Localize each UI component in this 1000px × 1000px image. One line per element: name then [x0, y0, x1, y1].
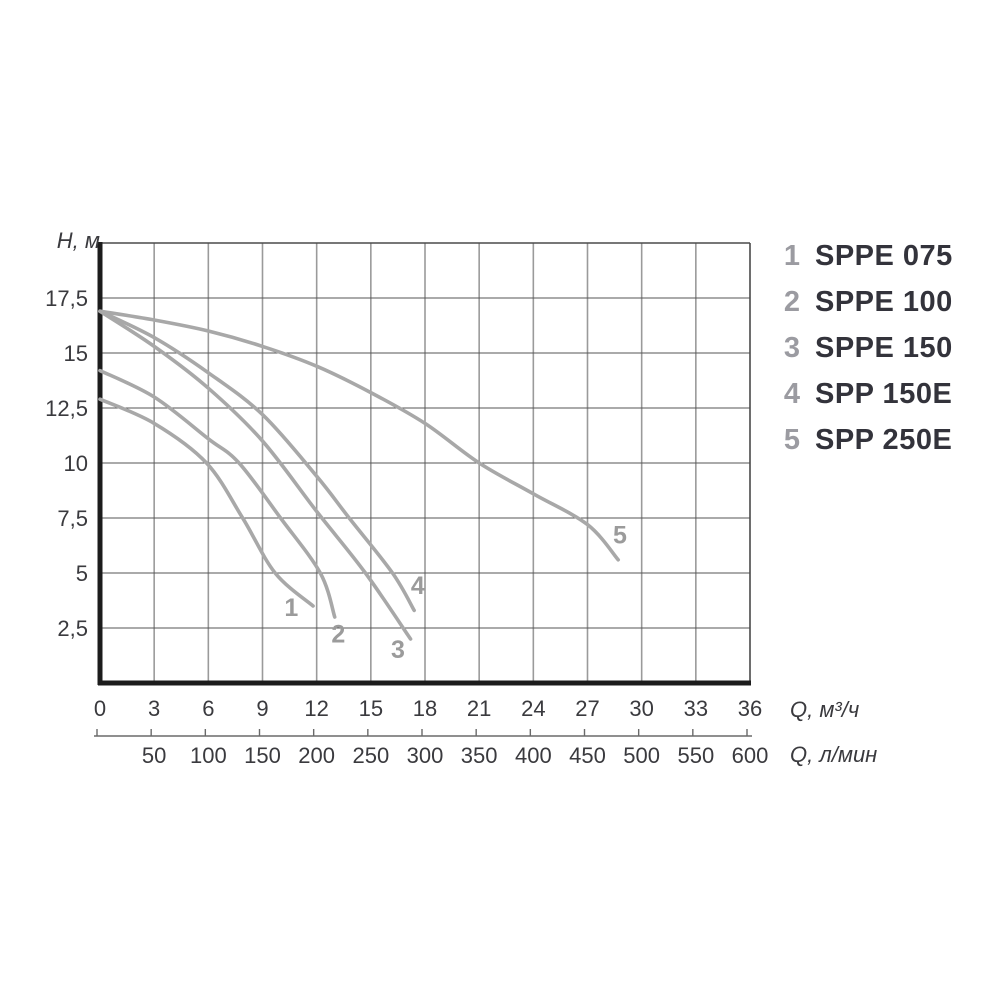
legend-model-name: SPP 150E	[815, 378, 953, 410]
x-tick-label-m3h: 6	[202, 696, 214, 721]
y-tick-label: 5	[76, 561, 88, 586]
x-tick-label-m3h: 27	[575, 696, 599, 721]
legend-item: 5 SPP 250E	[778, 424, 953, 470]
legend-curve-number: 1	[783, 240, 800, 272]
x-tick-label-lmin: 400	[515, 743, 552, 768]
legend-curve-number: 5	[783, 424, 800, 456]
x-tick-label-lmin: 250	[352, 743, 389, 768]
curve-number-label-3: 3	[391, 636, 405, 664]
x-tick-label-lmin: 350	[461, 743, 498, 768]
x-tick-label-m3h: 12	[304, 696, 328, 721]
pump-curve-5	[98, 309, 620, 562]
y-tick-label: 10	[64, 451, 88, 476]
x-tick-label-m3h: 33	[684, 696, 708, 721]
y-tick-label: 2,5	[57, 616, 88, 641]
legend-item: 2 SPPE 100	[778, 286, 953, 332]
x-tick-label-lmin: 50	[142, 743, 166, 768]
x-tick-label-lmin: 600	[732, 743, 769, 768]
x-tick-label-lmin: 150	[244, 743, 281, 768]
y-tick-label: 7,5	[57, 506, 88, 531]
x-tick-label-m3h: 3	[148, 696, 160, 721]
pump-curve-4	[98, 309, 416, 613]
x-tick-label-lmin: 300	[407, 743, 444, 768]
x-tick-label-m3h: 36	[738, 696, 762, 721]
y-tick-label: 17,5	[45, 286, 88, 311]
x-tick-label-lmin: 200	[298, 743, 335, 768]
legend-model-name: SPP 250E	[815, 424, 953, 456]
legend-item: 4 SPP 150E	[778, 378, 953, 424]
x-tick-label-m3h: 0	[94, 696, 106, 721]
legend-item: 3 SPPE 150	[778, 332, 953, 378]
legend-model-name: SPPE 150	[815, 332, 953, 364]
legend-curve-number: 2	[783, 286, 800, 318]
legend-model-name: SPPE 075	[815, 240, 953, 272]
x-tick-label-m3h: 15	[359, 696, 383, 721]
pump-curve-1	[98, 397, 315, 608]
x-axis-title-m3h: Q, м³/ч	[790, 697, 860, 722]
x-tick-label-m3h: 18	[413, 696, 437, 721]
x-tick-label-lmin: 100	[190, 743, 227, 768]
x-tick-label-m3h: 24	[521, 696, 545, 721]
y-tick-label: 12,5	[45, 396, 88, 421]
pump-curve-2	[98, 368, 337, 619]
pump-model-legend: 1 SPPE 075 2 SPPE 100 3 SPPE 150 4 SPP 1…	[778, 240, 953, 470]
curve-number-label-4: 4	[411, 572, 425, 600]
x-tick-label-m3h: 9	[256, 696, 268, 721]
curve-number-label-1: 1	[284, 594, 298, 622]
pump-curve-3	[98, 309, 413, 641]
legend-curve-number: 4	[783, 378, 800, 410]
y-axis-title: H, м	[56, 228, 100, 253]
legend-item: 1 SPPE 075	[778, 240, 953, 286]
x-axis-title-lmin: Q, л/мин	[790, 742, 878, 767]
x-tick-label-m3h: 21	[467, 696, 491, 721]
x-tick-label-lmin: 550	[677, 743, 714, 768]
curve-number-label-2: 2	[331, 621, 345, 649]
x-tick-label-m3h: 30	[629, 696, 653, 721]
legend-model-name: SPPE 100	[815, 286, 953, 318]
x-tick-label-lmin: 500	[623, 743, 660, 768]
legend-curve-number: 3	[783, 332, 800, 364]
curve-number-label-5: 5	[613, 522, 627, 550]
y-tick-label: 15	[64, 341, 88, 366]
x-tick-label-lmin: 450	[569, 743, 606, 768]
